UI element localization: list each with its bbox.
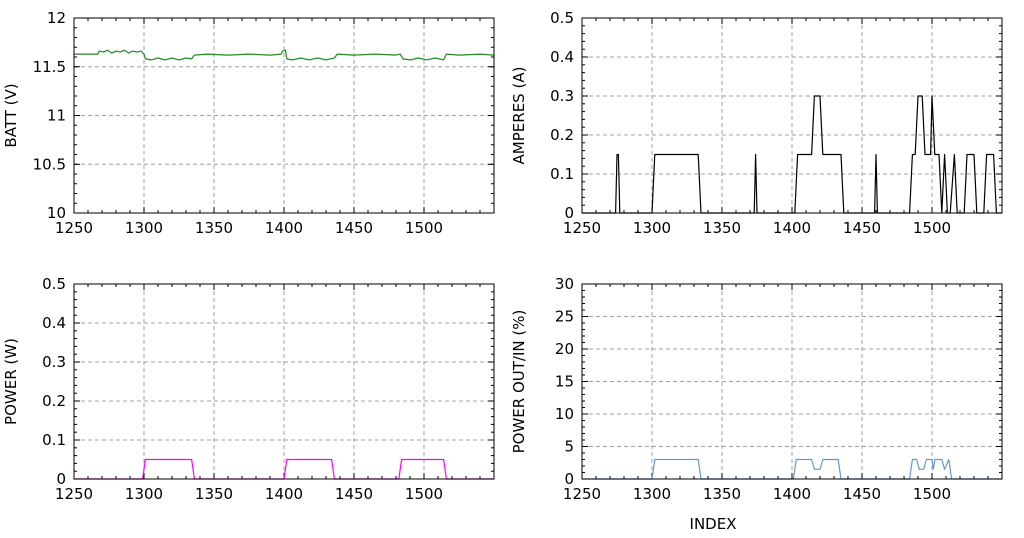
plot-frame xyxy=(73,17,495,214)
x-tick-label: 1450 xyxy=(843,485,881,503)
x-tick-label: 1350 xyxy=(195,219,233,237)
plot-frame xyxy=(73,283,495,480)
y-tick-label: 10 xyxy=(555,405,574,423)
y-tick-label: 12 xyxy=(47,9,66,27)
series-line xyxy=(74,458,494,480)
x-tick-label: 1450 xyxy=(335,485,373,503)
x-tick-label: 1300 xyxy=(125,485,163,503)
x-tick-label: 1400 xyxy=(265,219,303,237)
y-tick-label: 0.2 xyxy=(42,392,66,410)
x-tick-label: 1450 xyxy=(843,219,881,237)
x-tick-label: 1250 xyxy=(55,219,93,237)
y-tick-label: 0 xyxy=(564,204,574,222)
y-tick-label: 0.5 xyxy=(42,275,66,293)
y-tick-label: 11.5 xyxy=(33,58,66,76)
y-tick-label: 0.4 xyxy=(42,314,66,332)
x-tick-label: 1500 xyxy=(405,485,443,503)
y-axis-label: POWER (W) xyxy=(2,338,20,425)
power-panel: 1250 1300 1350 1400 1450 1500 0 0.1 0.2 0.3 0.4 0.5… xyxy=(2,275,495,503)
series-line xyxy=(582,95,1002,214)
amperes-panel: 1250 1300 1350 1400 1450 1500 0 0.1 0.2 0.3 0.4 0.5… xyxy=(510,9,1003,237)
y-tick-label: 0.3 xyxy=(550,87,574,105)
x-tick-label: 1450 xyxy=(335,219,373,237)
x-tick-label: 1500 xyxy=(913,485,951,503)
batt-voltage-panel: 1250 1300 1350 1400 1450 1500 10 10.5 11 11.5 12 BA… xyxy=(2,9,495,237)
x-tick-label: 1350 xyxy=(195,485,233,503)
x-tick-label: 1250 xyxy=(563,219,601,237)
x-tick-label: 1400 xyxy=(773,219,811,237)
x-tick-label: 1300 xyxy=(633,219,671,237)
x-tick-label: 1350 xyxy=(703,219,741,237)
y-axis-label: BATT (V) xyxy=(2,83,20,147)
series-line xyxy=(74,49,495,61)
x-axis-label: INDEX xyxy=(690,515,737,533)
y-tick-label: 0.3 xyxy=(42,353,66,371)
x-tick-label: 1350 xyxy=(703,485,741,503)
y-tick-label: 0.2 xyxy=(550,126,574,144)
y-tick-label: 5 xyxy=(564,438,574,456)
x-tick-label: 1400 xyxy=(773,485,811,503)
y-tick-label: 30 xyxy=(555,275,574,293)
y-tick-label: 10.5 xyxy=(33,155,66,173)
y-tick-label: 0.1 xyxy=(550,165,574,183)
y-tick-label: 25 xyxy=(555,308,574,326)
y-axis-label: POWER OUT/IN (%) xyxy=(510,310,528,454)
plot-frame xyxy=(581,17,1003,214)
y-tick-label: 15 xyxy=(555,373,574,391)
y-tick-label: 10 xyxy=(47,204,66,222)
y-tick-label: 0 xyxy=(56,470,66,488)
y-axis-label: AMPERES (A) xyxy=(510,67,528,165)
x-tick-label: 1250 xyxy=(563,485,601,503)
x-tick-label: 1500 xyxy=(913,219,951,237)
x-tick-label: 1300 xyxy=(125,219,163,237)
plot-frame xyxy=(581,283,1003,480)
y-tick-label: 0.5 xyxy=(550,9,574,27)
x-tick-label: 1400 xyxy=(265,485,303,503)
y-tick-label: 11 xyxy=(47,107,66,125)
y-tick-label: 0 xyxy=(564,470,574,488)
x-tick-label: 1300 xyxy=(633,485,671,503)
y-tick-label: 20 xyxy=(555,340,574,358)
power-ratio-panel: 1250 1300 1350 1400 1450 1500 0 5 10 15 20 25 30 POWE… xyxy=(510,275,1003,533)
y-tick-label: 0.4 xyxy=(550,48,574,66)
x-tick-label: 1500 xyxy=(405,219,443,237)
y-tick-label: 0.1 xyxy=(42,431,66,449)
x-tick-label: 1250 xyxy=(55,485,93,503)
